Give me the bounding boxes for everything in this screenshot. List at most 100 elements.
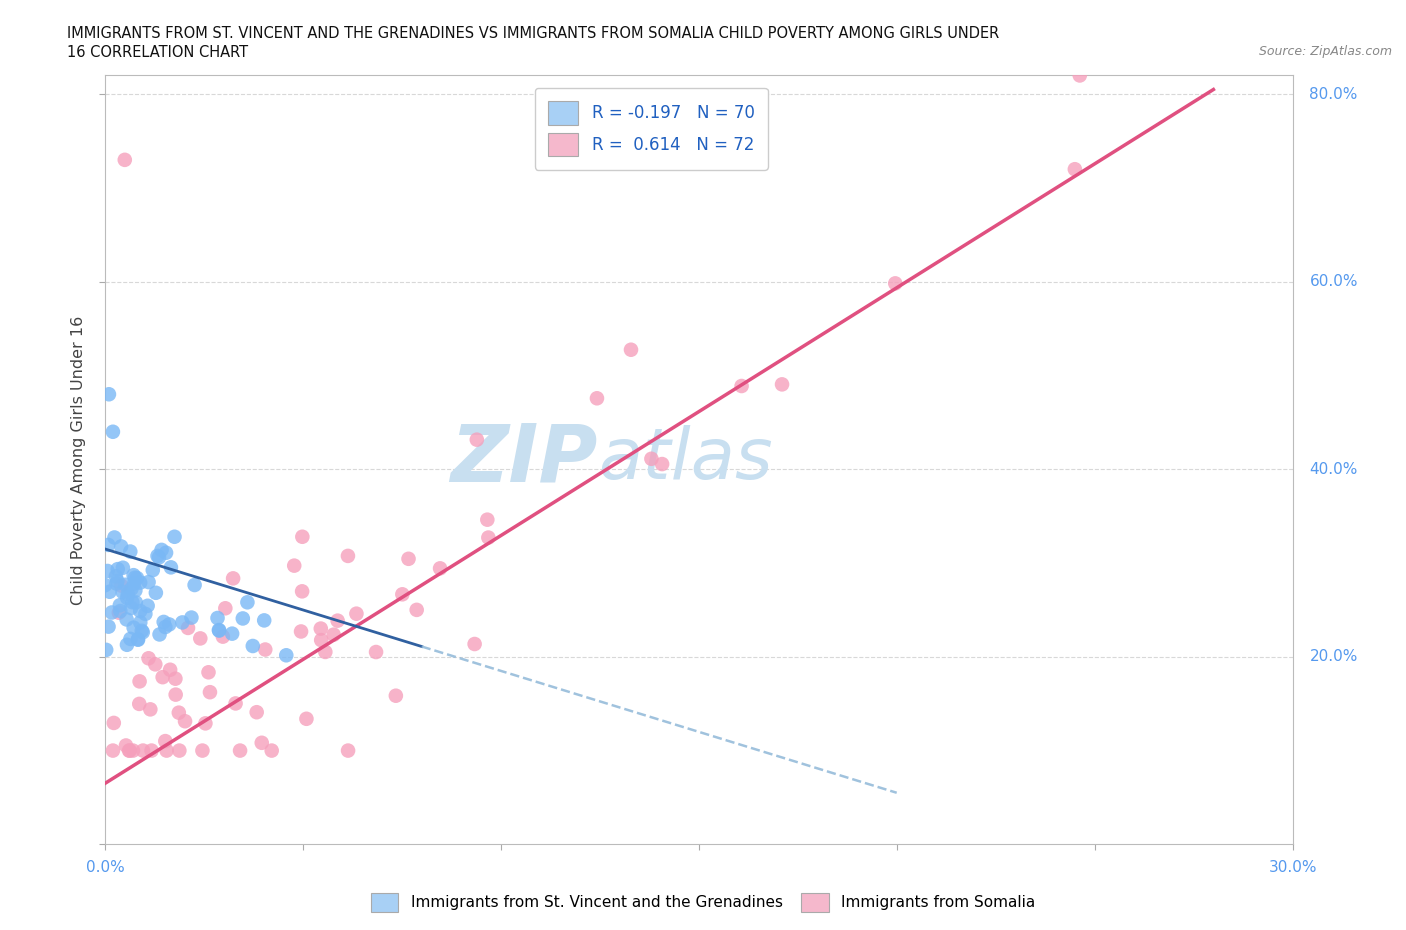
Point	[770, 377, 793, 392]
Text: 40.0%: 40.0%	[1309, 462, 1358, 477]
Point	[152, 670, 174, 684]
Point	[121, 595, 143, 610]
Point	[290, 624, 312, 639]
Point	[232, 611, 254, 626]
Point	[128, 697, 150, 711]
Point	[464, 636, 486, 651]
Point	[212, 630, 235, 644]
Point	[337, 743, 360, 758]
Text: ZIP: ZIP	[450, 421, 598, 498]
Point	[110, 604, 132, 618]
Point	[142, 563, 165, 578]
Point	[129, 615, 152, 630]
Point	[143, 657, 166, 671]
Point	[107, 574, 129, 589]
Point	[155, 734, 177, 749]
Point	[254, 642, 277, 657]
Point	[336, 549, 359, 564]
Point	[465, 432, 488, 447]
Point	[150, 542, 173, 557]
Point	[165, 671, 187, 686]
Point	[108, 605, 131, 620]
Point	[208, 623, 231, 638]
Point	[141, 743, 163, 758]
Point	[127, 631, 149, 646]
Point	[314, 644, 336, 659]
Point	[101, 424, 124, 439]
Point	[127, 632, 149, 647]
Point	[125, 595, 148, 610]
Point	[309, 621, 332, 636]
Point	[134, 606, 156, 621]
Point	[145, 585, 167, 600]
Point	[115, 612, 138, 627]
Text: 80.0%: 80.0%	[1309, 86, 1358, 101]
Point	[94, 578, 117, 592]
Point	[180, 610, 202, 625]
Point	[103, 530, 125, 545]
Point	[132, 743, 155, 758]
Point	[122, 567, 145, 582]
Point	[250, 736, 273, 751]
Point	[398, 551, 420, 566]
Point	[146, 549, 169, 564]
Point	[114, 578, 136, 592]
Point	[253, 613, 276, 628]
Point	[429, 561, 451, 576]
Point	[108, 598, 131, 613]
Point	[260, 743, 283, 758]
Point	[207, 611, 229, 626]
Point	[167, 705, 190, 720]
Point	[1069, 68, 1091, 83]
Point	[114, 153, 136, 167]
Point	[111, 584, 134, 599]
Point	[477, 512, 499, 527]
Legend: Immigrants from St. Vincent and the Grenadines, Immigrants from Somalia: Immigrants from St. Vincent and the Gren…	[366, 887, 1040, 918]
Text: 20.0%: 20.0%	[1309, 649, 1358, 664]
Point	[326, 613, 349, 628]
Point	[104, 569, 127, 584]
Point	[276, 648, 298, 663]
Point	[97, 564, 120, 578]
Point	[96, 643, 118, 658]
Point	[101, 605, 124, 620]
Point	[122, 620, 145, 635]
Point	[283, 558, 305, 573]
Text: 30.0%: 30.0%	[1268, 860, 1317, 875]
Point	[128, 674, 150, 689]
Legend: R = -0.197   N = 70, R =  0.614   N = 72: R = -0.197 N = 70, R = 0.614 N = 72	[534, 87, 768, 170]
Point	[117, 587, 139, 602]
Text: 60.0%: 60.0%	[1309, 274, 1358, 289]
Point	[97, 619, 120, 634]
Point	[163, 529, 186, 544]
Point	[120, 631, 142, 646]
Point	[97, 387, 120, 402]
Point	[197, 665, 219, 680]
Point	[165, 687, 187, 702]
Point	[118, 743, 141, 758]
Point	[110, 539, 132, 554]
Point	[159, 662, 181, 677]
Point	[391, 587, 413, 602]
Point	[125, 571, 148, 586]
Point	[222, 571, 245, 586]
Point	[136, 598, 159, 613]
Point	[236, 595, 259, 610]
Point	[157, 617, 180, 631]
Point	[188, 631, 211, 645]
Point	[155, 619, 177, 634]
Point	[124, 570, 146, 585]
Text: Source: ZipAtlas.com: Source: ZipAtlas.com	[1258, 45, 1392, 58]
Point	[110, 578, 132, 593]
Point	[115, 637, 138, 652]
Point	[295, 711, 318, 726]
Point	[132, 625, 155, 640]
Point	[309, 632, 332, 647]
Text: 16 CORRELATION CHART: 16 CORRELATION CHART	[67, 45, 249, 60]
Point	[103, 715, 125, 730]
Point	[385, 688, 408, 703]
Point	[640, 451, 662, 466]
Point	[122, 743, 145, 758]
Point	[730, 379, 752, 393]
Point	[1063, 162, 1085, 177]
